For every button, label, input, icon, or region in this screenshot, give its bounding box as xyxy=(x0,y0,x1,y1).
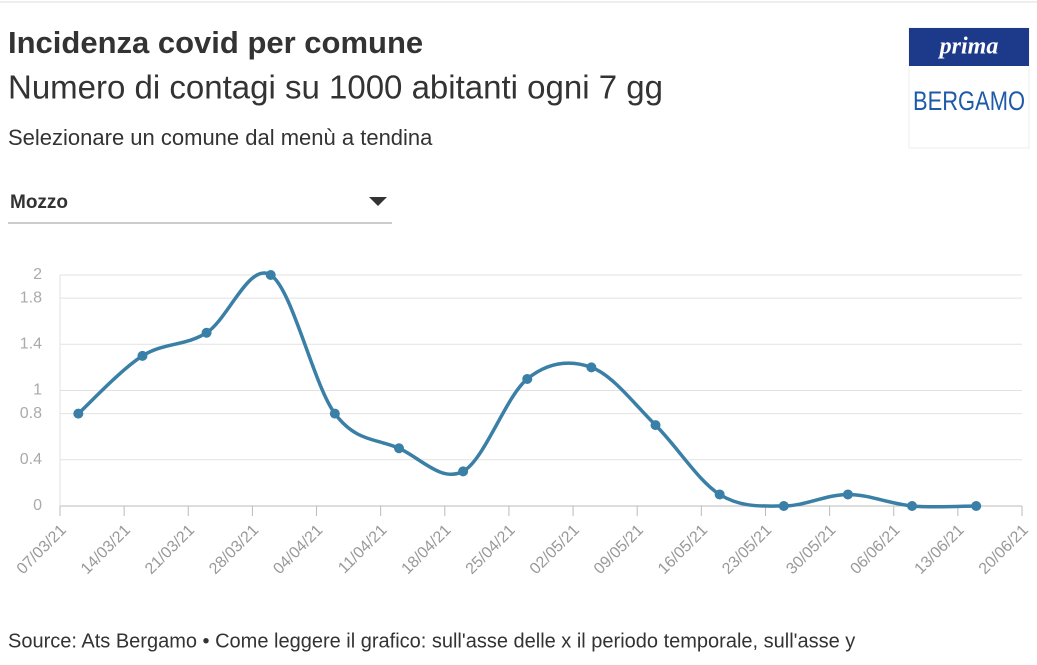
x-tick-label: 13/06/21 xyxy=(912,522,968,578)
logo-bottom: BERGAMO xyxy=(913,86,1025,116)
x-tick-label: 09/05/21 xyxy=(591,522,647,578)
y-tick-label: 1.4 xyxy=(20,336,42,353)
point xyxy=(73,408,84,419)
x-tick-label: 20/06/21 xyxy=(976,522,1032,578)
point xyxy=(842,489,853,500)
x-tick-label: 11/04/21 xyxy=(335,522,390,577)
point xyxy=(201,327,212,338)
x-tick-label: 18/04/21 xyxy=(399,522,455,578)
y-tick-label: 0.8 xyxy=(20,405,42,422)
y-tick-label: 1 xyxy=(33,382,42,399)
x-tick-label: 28/03/21 xyxy=(206,522,262,578)
logo-top: prima xyxy=(938,34,999,60)
chart-subtitle: Numero di contagi su 1000 abitanti ogni … xyxy=(8,69,663,106)
point xyxy=(650,420,661,431)
x-tick-label: 14/03/21 xyxy=(78,522,134,578)
point xyxy=(971,501,982,511)
point xyxy=(522,373,533,384)
x-tick-label: 30/05/21 xyxy=(783,522,839,578)
x-tick-label: 23/05/21 xyxy=(719,522,775,578)
y-tick-label: 2 xyxy=(33,266,42,283)
point xyxy=(714,489,725,500)
chart-title: Incidenza covid per comune xyxy=(8,25,423,60)
line xyxy=(77,271,977,509)
point xyxy=(265,270,276,280)
point xyxy=(778,501,789,511)
x-tick-label: 25/04/21 xyxy=(463,522,519,578)
instruction: Selezionare un comune dal menù a tendina xyxy=(8,125,433,150)
x-tick-label: 21/03/21 xyxy=(142,522,198,578)
x-tick-label: 16/05/21 xyxy=(655,522,711,578)
dropdown-value[interactable]: Mozzo xyxy=(10,192,68,213)
logo: prima BERGAMO xyxy=(908,27,1030,149)
dropdown[interactable]: Mozzo xyxy=(8,192,392,224)
point xyxy=(329,408,340,419)
point xyxy=(393,443,404,454)
point xyxy=(907,501,918,511)
y-tick-label: 0.4 xyxy=(20,451,42,468)
point xyxy=(586,362,597,373)
y-tick-label: 1.8 xyxy=(20,289,42,306)
x-tick-label: 07/03/21 xyxy=(14,522,70,578)
source: Source: Ats Bergamo • Come leggere il gr… xyxy=(8,630,855,652)
x-tick-label: 06/06/21 xyxy=(847,522,903,578)
x-tick-label: 02/05/21 xyxy=(527,522,583,578)
x-tick-label: 04/04/21 xyxy=(270,522,326,578)
y-tick-label: 0 xyxy=(33,497,42,514)
dropdown-arrow[interactable] xyxy=(369,197,387,206)
logo-band xyxy=(909,28,1029,66)
point xyxy=(458,466,469,477)
point xyxy=(137,350,148,361)
